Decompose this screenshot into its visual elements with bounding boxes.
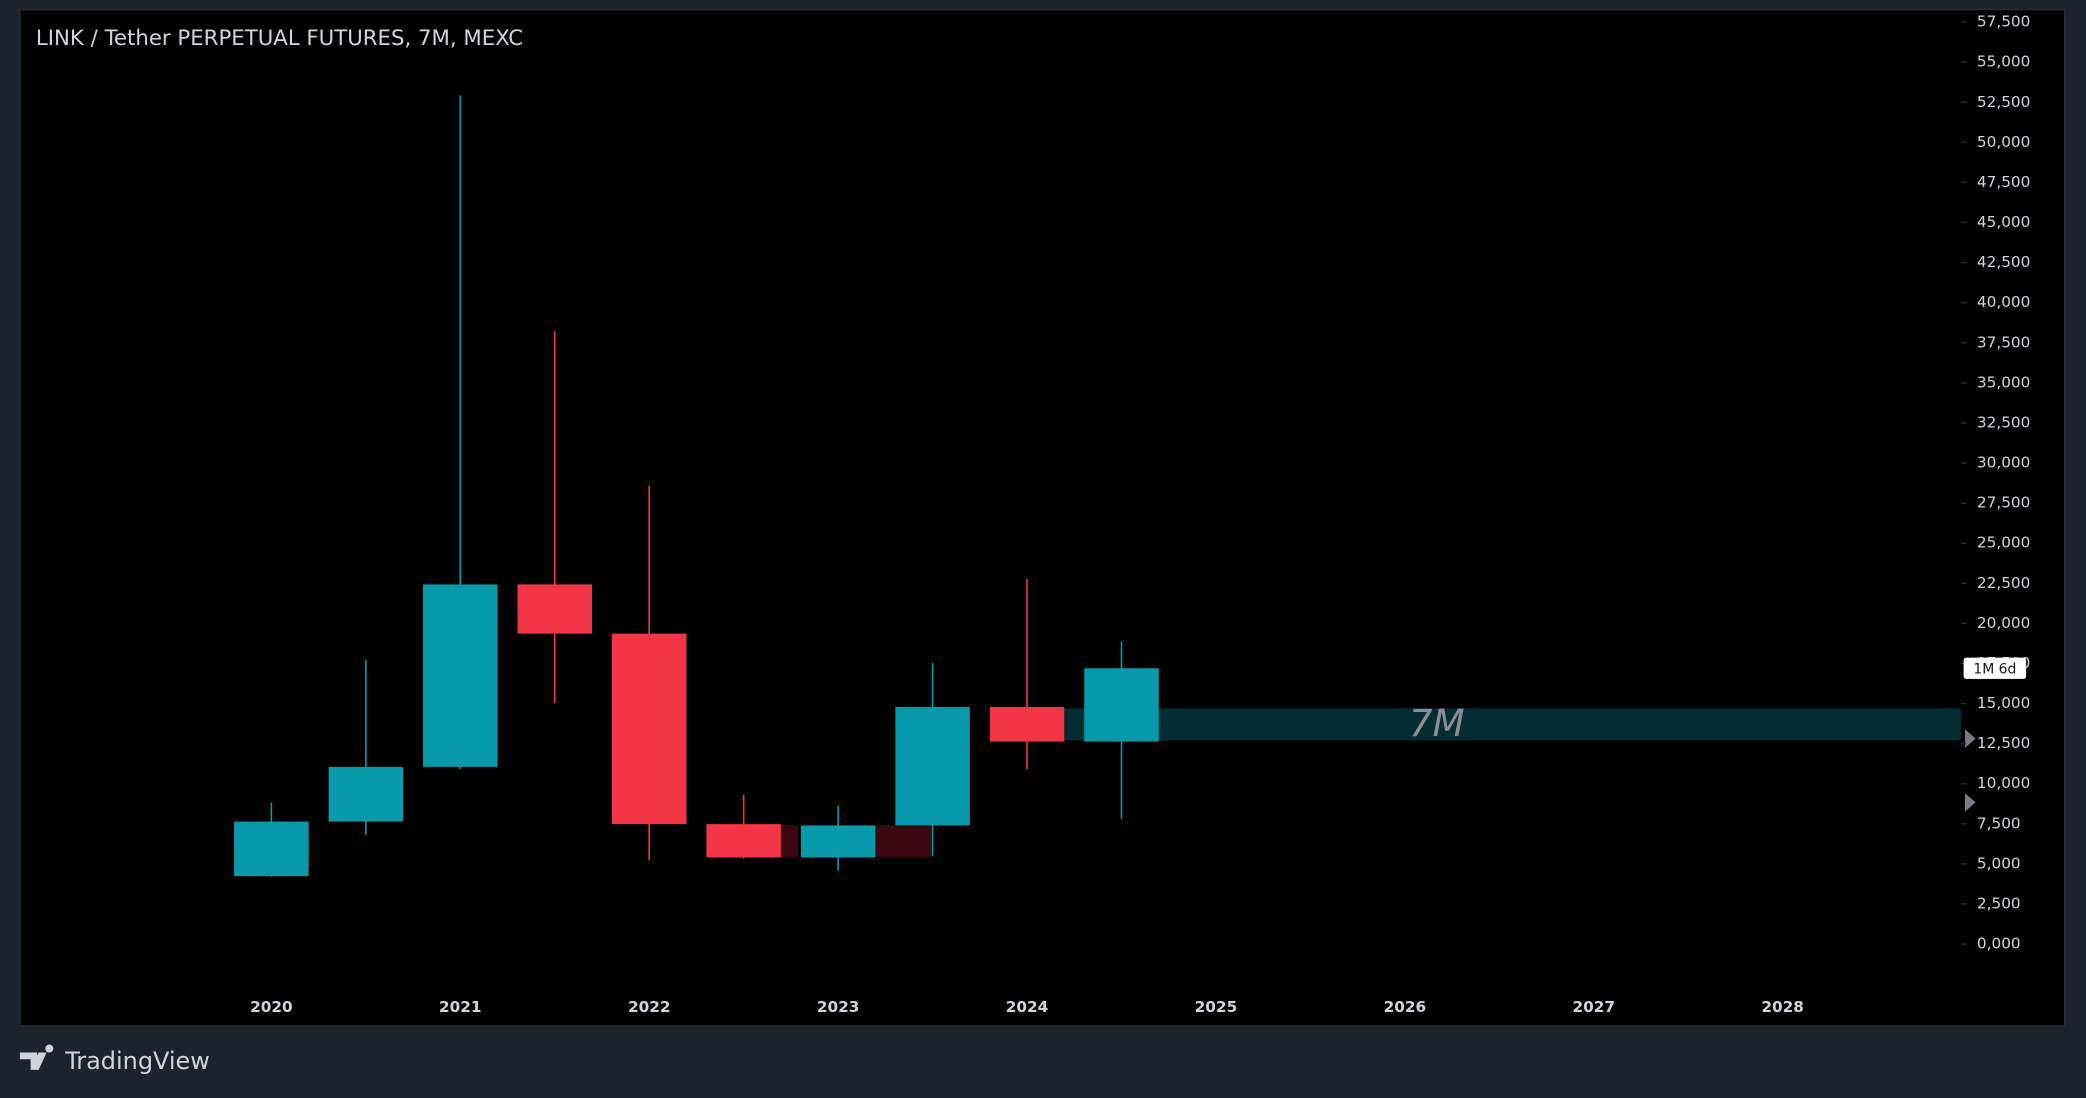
y-tick-label: 40,000	[1977, 293, 2030, 311]
x-tick-label: 2021	[439, 998, 482, 1016]
y-tick-label: 20,000	[1977, 614, 2030, 632]
countdown-box	[1963, 657, 2027, 679]
y-tick-label: 0,000	[1977, 935, 2021, 953]
y-tick-label: 55,000	[1977, 53, 2030, 71]
plot-area: 7M2020202120222023202420252026202720282	[234, 95, 1961, 1016]
y-tick-label: 7,500	[1977, 814, 2021, 832]
y-tick-label: 25,000	[1977, 534, 2030, 552]
x-tick-label: 2027	[1573, 998, 1616, 1016]
y-tick-label: 27,500	[1977, 494, 2030, 512]
chart-panel	[19, 8, 2066, 1027]
band-label: 7M	[1409, 701, 1465, 745]
candle-body	[611, 633, 687, 825]
y-tick-label: 2,500	[1977, 894, 2021, 912]
y-tick-label: 30,000	[1977, 454, 2030, 472]
y-tick-label: 50,000	[1977, 133, 2030, 151]
y-tick-label: 5,000	[1977, 854, 2021, 872]
y-tick-label: 45,000	[1977, 213, 2030, 231]
x-tick-label: 2024	[1006, 998, 1049, 1016]
x-tick-label: 2026	[1384, 998, 1427, 1016]
y-tick-label: 35,000	[1977, 373, 2030, 391]
x-tick-label: 2028	[1761, 998, 1804, 1016]
x-tick-label: 2020	[250, 998, 293, 1016]
range-band	[1064, 708, 1961, 741]
brand-logo	[19, 1044, 54, 1070]
candle-body	[328, 766, 404, 822]
y-tick-label: 42,500	[1977, 253, 2030, 271]
candle-body	[895, 706, 970, 826]
candle-body	[517, 584, 593, 634]
chart-title: LINK / Tether PERPETUAL FUTURES, 7M, MEX…	[36, 26, 523, 51]
arrow	[1964, 793, 1976, 812]
candle-body	[706, 824, 781, 858]
zone	[874, 825, 932, 857]
candle-body	[989, 706, 1065, 742]
y-tick-label: 12,500	[1977, 734, 2030, 752]
y-tick-label: 15,000	[1977, 694, 2030, 712]
candle-body	[800, 825, 876, 858]
y-tick-label: 57,500	[1977, 13, 2030, 31]
candle-body	[423, 584, 498, 767]
y-tick-label: 37,500	[1977, 333, 2030, 351]
candle-body	[1084, 668, 1159, 742]
y-tick-label: 47,500	[1977, 173, 2030, 191]
x-tick-label: 2023	[817, 998, 860, 1016]
candle-body	[234, 821, 309, 877]
x-tick-label: 2025	[1195, 998, 1238, 1016]
y-tick-label: 52,500	[1977, 93, 2030, 111]
y-tick-label: 22,500	[1977, 574, 2030, 592]
brand: TradingView	[64, 1047, 210, 1075]
arrow	[1964, 729, 1976, 748]
countdown: 1M 6d	[1973, 662, 2016, 678]
y-tick-label: 10,000	[1977, 774, 2030, 792]
y-tick-label: 32,500	[1977, 413, 2030, 431]
zone	[780, 825, 799, 857]
x-tick-label: 2022	[628, 998, 671, 1016]
